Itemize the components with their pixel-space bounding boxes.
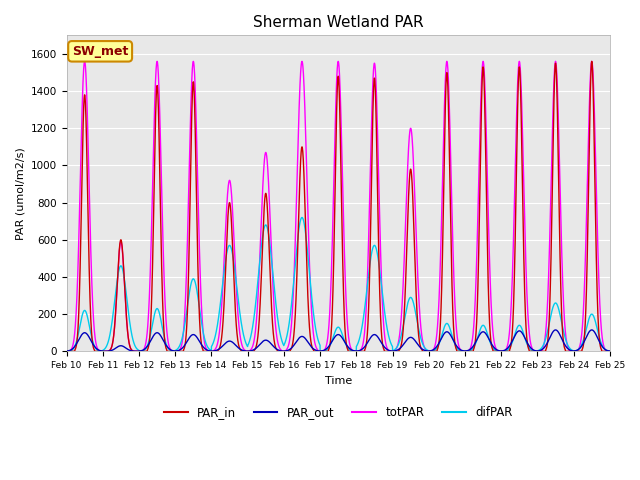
Line: PAR_in: PAR_in bbox=[67, 61, 610, 351]
PAR_out bbox=[430, 347, 438, 352]
X-axis label: Time: Time bbox=[324, 375, 352, 385]
Line: totPAR: totPAR bbox=[67, 61, 610, 351]
PAR_out bbox=[606, 348, 614, 354]
PAR_in bbox=[491, 348, 499, 354]
PAR_out bbox=[460, 348, 468, 354]
difPAR bbox=[160, 334, 168, 339]
Y-axis label: PAR (umol/m2/s): PAR (umol/m2/s) bbox=[15, 147, 25, 240]
difPAR bbox=[63, 348, 70, 354]
Line: PAR_out: PAR_out bbox=[67, 330, 610, 351]
totPAR bbox=[606, 348, 614, 354]
totPAR bbox=[605, 348, 613, 354]
difPAR bbox=[318, 348, 326, 354]
PAR_in bbox=[63, 348, 70, 354]
PAR_out bbox=[491, 346, 499, 351]
difPAR bbox=[491, 347, 499, 353]
difPAR bbox=[606, 348, 614, 354]
PAR_out bbox=[161, 339, 168, 345]
totPAR bbox=[430, 346, 438, 352]
Legend: PAR_in, PAR_out, totPAR, difPAR: PAR_in, PAR_out, totPAR, difPAR bbox=[159, 401, 517, 424]
totPAR bbox=[63, 348, 70, 354]
PAR_in bbox=[605, 348, 613, 354]
PAR_in bbox=[160, 331, 168, 337]
PAR_out bbox=[63, 348, 70, 354]
difPAR bbox=[430, 348, 438, 353]
totPAR bbox=[160, 277, 168, 283]
Text: SW_met: SW_met bbox=[72, 45, 129, 58]
totPAR bbox=[318, 348, 326, 354]
totPAR bbox=[460, 348, 468, 354]
difPAR bbox=[298, 215, 306, 220]
PAR_out bbox=[605, 348, 613, 354]
PAR_in bbox=[430, 348, 438, 354]
totPAR bbox=[491, 341, 499, 347]
PAR_in bbox=[318, 348, 326, 354]
PAR_out bbox=[588, 327, 596, 333]
PAR_out bbox=[99, 348, 107, 354]
Line: difPAR: difPAR bbox=[67, 217, 610, 351]
difPAR bbox=[605, 348, 613, 354]
PAR_in bbox=[606, 348, 614, 354]
Title: Sherman Wetland PAR: Sherman Wetland PAR bbox=[253, 15, 424, 30]
PAR_in bbox=[460, 348, 468, 354]
difPAR bbox=[460, 348, 468, 354]
PAR_in bbox=[588, 59, 596, 64]
PAR_out bbox=[318, 348, 326, 354]
totPAR bbox=[588, 59, 596, 64]
